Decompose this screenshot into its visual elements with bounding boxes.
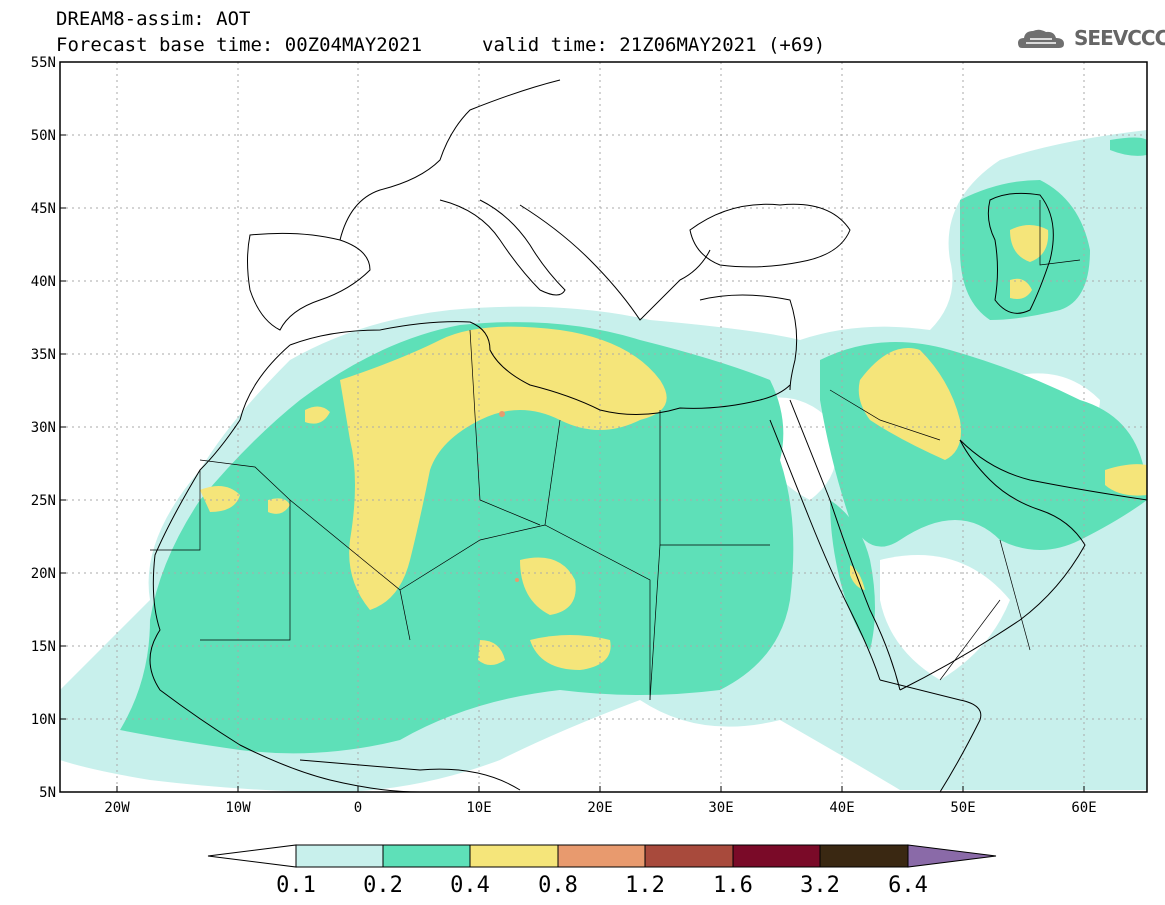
valid-time: valid time: 21Z06MAY2021 (+69) [482, 34, 826, 56]
lon-tick-label: 10W [225, 800, 251, 816]
lon-tick-label: 50E [950, 800, 975, 816]
map-title: DREAM8-assim: AOT [56, 8, 251, 30]
aot-band-0.4 [340, 326, 667, 610]
country-borders [150, 200, 1081, 701]
cloud-icon [1018, 29, 1064, 48]
colorbar-label: 0.2 [363, 873, 403, 898]
lat-tick-label: 45N [31, 201, 56, 217]
aot-shading [60, 62, 1147, 792]
lat-tick-label: 5N [39, 785, 56, 801]
colorbar-segment [295, 844, 384, 868]
aot-band-0.4 [268, 498, 290, 514]
colorbar-label: 3.2 [800, 873, 840, 898]
lat-tick-label: 30N [31, 420, 56, 436]
lon-tick-label: 20W [104, 800, 130, 816]
aot-band-0.4 [1010, 225, 1049, 262]
colorbar-segment [732, 844, 821, 868]
lat-tick-label: 40N [31, 274, 56, 290]
colorbar-label: 6.4 [888, 873, 928, 898]
colorbar-label: 1.2 [625, 873, 665, 898]
colorbar-label: 0.4 [450, 873, 490, 898]
colorbar-label: 0.8 [538, 873, 578, 898]
lon-tick-label: 40E [829, 800, 854, 816]
aot-band-0.4 [305, 406, 330, 424]
colorbar-label: 1.6 [713, 873, 753, 898]
aot-band-0.4 [1105, 464, 1147, 496]
lat-tick-label: 35N [31, 347, 56, 363]
clear-area [880, 555, 1010, 680]
lon-gridlines [116, 62, 1085, 792]
lon-tick-marks [116, 786, 1085, 792]
lat-gridlines [60, 134, 1147, 720]
colorbar-over-arrow [907, 844, 997, 868]
seevccc-logo-text: SEEVCCC [1074, 26, 1165, 50]
coastlines [149, 79, 1147, 792]
lon-tick-label: 20E [587, 800, 612, 816]
aot-band-0.4 [530, 635, 611, 670]
colorbar-segment [819, 844, 909, 868]
colorbar-segment [382, 844, 471, 868]
colorbar-under-arrow [207, 844, 297, 868]
lon-tick-label: 30E [708, 800, 733, 816]
aot-band-0.4 [1010, 278, 1032, 299]
lat-tick-label: 25N [31, 493, 56, 509]
lon-tick-label: 10E [466, 800, 491, 816]
lat-tick-label: 20N [31, 566, 56, 582]
aot-band-0.4 [520, 557, 576, 615]
lat-tick-label: 15N [31, 639, 56, 655]
aot-band-0.8 [515, 578, 519, 582]
colorbar [207, 844, 997, 868]
lat-tick-labels: 55N 50N 45N 40N 35N 30N 25N 20N 15N 10N … [31, 55, 56, 801]
lat-tick-label: 55N [31, 55, 56, 71]
lat-tick-label: 10N [31, 712, 56, 728]
colorbar-label: 0.1 [276, 873, 316, 898]
colorbar-segment [469, 844, 559, 868]
aot-band-0.2 [1110, 137, 1147, 156]
lat-tick-marks [60, 61, 66, 793]
lon-tick-label: 60E [1071, 800, 1096, 816]
colorbar-segment [644, 844, 734, 868]
forecast-base-time: Forecast base time: 00Z04MAY2021 [56, 34, 423, 56]
colorbar-labels: 0.1 0.2 0.4 0.8 1.2 1.6 3.2 6.4 [276, 873, 928, 898]
aot-band-0.4 [478, 640, 505, 665]
colorbar-segment [557, 844, 646, 868]
aot-band-0.4 [200, 486, 240, 512]
lat-tick-label: 50N [31, 128, 56, 144]
lon-tick-labels: 20W 10W 0 10E 20E 30E 40E 50E 60E [104, 800, 1096, 816]
aot-band-0.4 [858, 348, 961, 460]
lon-tick-label: 0 [354, 800, 362, 816]
aot-band-0.8 [499, 411, 505, 417]
